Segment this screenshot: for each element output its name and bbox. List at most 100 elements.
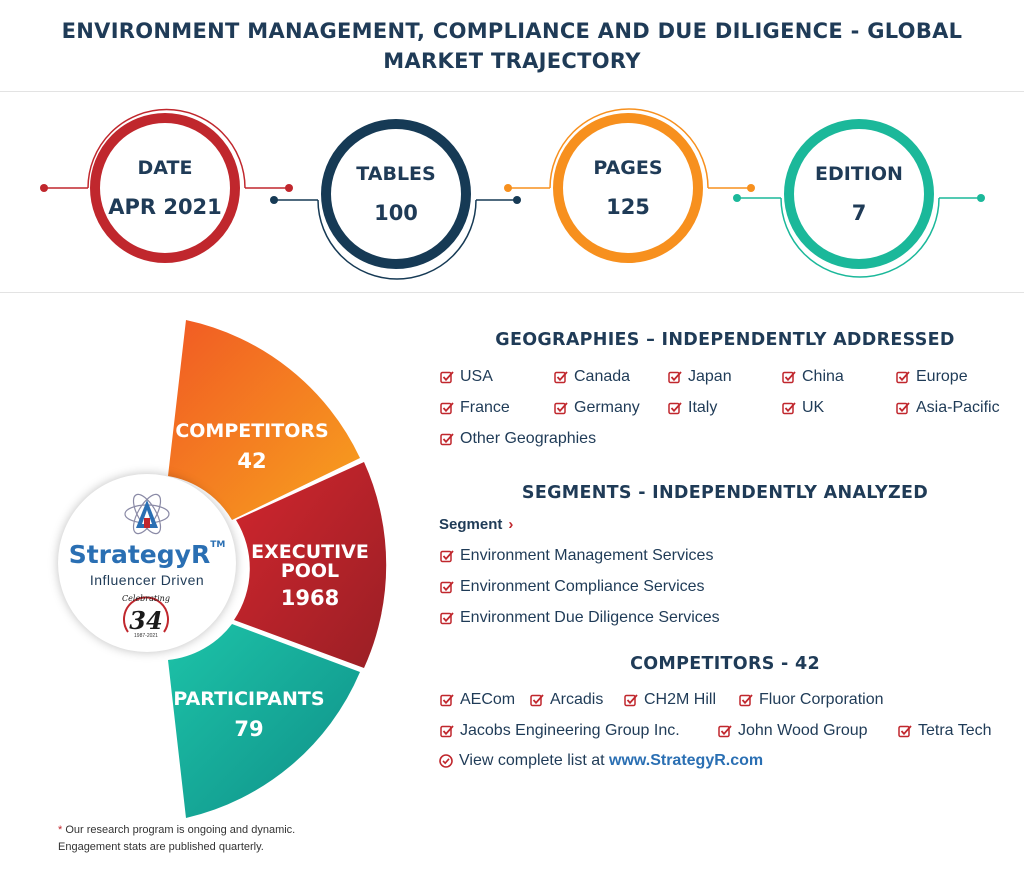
geography-item: Other Geographies bbox=[440, 430, 596, 448]
checkbox-check-icon bbox=[718, 725, 732, 738]
competitor-item: Jacobs Engineering Group Inc. bbox=[440, 722, 680, 740]
stat-tables: TABLES 100 bbox=[321, 119, 471, 269]
strategyr-link[interactable]: www.StrategyR.com bbox=[609, 752, 764, 769]
geography-item-label: France bbox=[460, 399, 510, 416]
checkbox-check-icon bbox=[440, 694, 454, 707]
engagement-ring bbox=[168, 320, 387, 818]
logo-tagline: Influencer Driven bbox=[89, 572, 205, 588]
edition-dot-left bbox=[733, 194, 741, 202]
celebrating-years: 1987-2021 bbox=[134, 633, 158, 639]
geography-item-label: Italy bbox=[688, 399, 718, 416]
celebrating-number: 34 bbox=[129, 606, 163, 635]
competitors-title: COMPETITORS - 42 bbox=[630, 654, 820, 674]
check-circle-icon bbox=[439, 754, 453, 768]
executive-pool-stat: EXECUTIVE POOL 1968 bbox=[244, 541, 376, 610]
competitors-stat-label: COMPETITORS bbox=[175, 420, 329, 442]
stats-decoration bbox=[40, 108, 985, 280]
checkbox-check-icon bbox=[440, 402, 454, 415]
celebrating-badge-icon: Celebrating 34 1987-2021 bbox=[120, 592, 172, 644]
date-arc bbox=[87, 108, 246, 189]
stat-tables-label: TABLES bbox=[356, 163, 436, 185]
stat-edition: EDITION 7 bbox=[784, 119, 934, 269]
footnote: * Our research program is ongoing and dy… bbox=[58, 822, 295, 856]
segment-item: Environment Compliance Services bbox=[440, 578, 705, 596]
logo-tm: TM bbox=[210, 540, 226, 550]
stats-band: DATE APR 2021 TABLES 100 PAGES 125 EDITI… bbox=[0, 93, 1024, 293]
participants-stat-label: PARTICIPANTS bbox=[173, 688, 325, 710]
competitor-item-label: CH2M Hill bbox=[644, 691, 716, 708]
competitor-item: Arcadis bbox=[530, 691, 603, 709]
stat-date-value: APR 2021 bbox=[108, 195, 222, 219]
competitor-item-label: AECom bbox=[460, 691, 516, 708]
competitors-segment bbox=[168, 320, 360, 520]
segment-item-label: Environment Compliance Services bbox=[460, 578, 705, 595]
stat-pages: PAGES 125 bbox=[553, 113, 703, 263]
date-dot-right bbox=[285, 184, 293, 192]
celebrating-word: Celebrating bbox=[122, 594, 170, 603]
tables-dot-right bbox=[513, 196, 521, 204]
checkbox-check-icon bbox=[782, 402, 796, 415]
checkbox-check-icon bbox=[896, 402, 910, 415]
geography-item: Canada bbox=[554, 368, 630, 386]
footnote-line-1: Our research program is ongoing and dyna… bbox=[65, 824, 296, 836]
executive-pool-value: 1968 bbox=[280, 586, 340, 610]
stat-edition-value: 7 bbox=[851, 201, 867, 225]
checkbox-check-icon bbox=[896, 371, 910, 384]
geographies-title: GEOGRAPHIES – INDEPENDENTLY ADDRESSED bbox=[495, 330, 955, 350]
checkbox-check-icon bbox=[898, 725, 912, 738]
geography-item-label: China bbox=[802, 368, 844, 385]
logo-name: StrategyRTM bbox=[58, 540, 236, 569]
executive-pool-label-1: EXECUTIVE bbox=[251, 541, 369, 563]
competitor-item: AECom bbox=[440, 691, 515, 709]
segment-item: Environment Management Services bbox=[440, 547, 713, 565]
competitors-stat-value: 42 bbox=[237, 449, 267, 473]
chevron-right-icon: › bbox=[508, 516, 514, 533]
pages-dot-left bbox=[504, 184, 512, 192]
tables-dot-left bbox=[270, 196, 278, 204]
checkbox-check-icon bbox=[624, 694, 638, 707]
checkbox-check-icon bbox=[440, 581, 454, 594]
date-dot-left bbox=[40, 184, 48, 192]
stat-edition-label: EDITION bbox=[815, 163, 903, 185]
competitor-item: Fluor Corporation bbox=[739, 691, 884, 709]
stat-pages-value: 125 bbox=[606, 195, 650, 219]
title-box: ENVIRONMENT MANAGEMENT, COMPLIANCE AND D… bbox=[0, 0, 1024, 92]
geography-item-label: Other Geographies bbox=[460, 430, 597, 447]
tables-arc bbox=[317, 199, 477, 280]
geography-item: USA bbox=[440, 368, 493, 386]
checkbox-check-icon bbox=[440, 612, 454, 625]
checkbox-check-icon bbox=[668, 402, 682, 415]
segment-heading-text: Segment bbox=[439, 516, 503, 533]
geography-item: China bbox=[782, 368, 844, 386]
geography-item: Europe bbox=[896, 368, 968, 386]
executive-pool-segment bbox=[234, 462, 387, 668]
pages-arc bbox=[549, 108, 709, 189]
competitor-item: CH2M Hill bbox=[624, 691, 716, 709]
checkbox-check-icon bbox=[440, 371, 454, 384]
view-complete-list[interactable]: View complete list at www.StrategyR.com bbox=[439, 752, 763, 770]
segments-title: SEGMENTS - INDEPENDENTLY ANALYZED bbox=[521, 483, 929, 503]
checkbox-check-icon bbox=[668, 371, 682, 384]
participants-stat-value: 79 bbox=[234, 717, 264, 741]
view-prefix: View complete list at bbox=[459, 752, 605, 769]
participants-stat: PARTICIPANTS 79 bbox=[168, 688, 330, 740]
edition-arc bbox=[780, 197, 940, 278]
competitor-item-label: Tetra Tech bbox=[918, 722, 992, 739]
checkbox-check-icon bbox=[440, 433, 454, 446]
geography-item: UK bbox=[782, 399, 824, 417]
competitor-item: Tetra Tech bbox=[898, 722, 992, 740]
competitor-item-label: John Wood Group bbox=[738, 722, 868, 739]
geography-item-label: Japan bbox=[688, 368, 732, 385]
checkbox-check-icon bbox=[554, 402, 568, 415]
geography-item-label: Germany bbox=[574, 399, 640, 416]
segment-item-label: Environment Management Services bbox=[460, 547, 714, 564]
footnote-star: * bbox=[58, 824, 63, 836]
segment-heading: Segment › bbox=[439, 516, 513, 533]
page-title: ENVIRONMENT MANAGEMENT, COMPLIANCE AND D… bbox=[61, 18, 963, 73]
segment-item: Environment Due Diligence Services bbox=[440, 609, 720, 627]
checkbox-check-icon bbox=[440, 550, 454, 563]
edition-dot-right bbox=[977, 194, 985, 202]
geography-item: France bbox=[440, 399, 510, 417]
participants-segment bbox=[168, 624, 360, 818]
footnote-line-2: Engagement stats are published quarterly… bbox=[58, 841, 264, 853]
